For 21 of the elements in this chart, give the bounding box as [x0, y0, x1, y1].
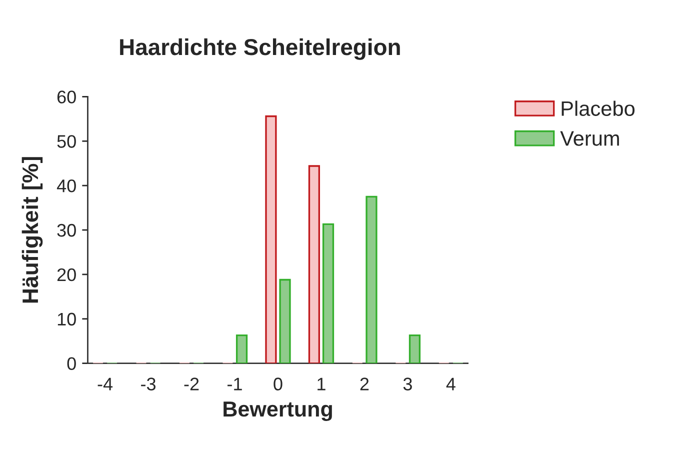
chart-title: Haardichte Scheitelregion	[120, 38, 400, 60]
legend-label: Verum	[560, 131, 619, 146]
x-tick-label: -2	[184, 378, 199, 390]
y-tick-label: 0	[67, 357, 76, 370]
x-tick-label: 0	[274, 378, 282, 390]
y-tick-label: 50	[57, 135, 76, 148]
x-tick-label: 1	[318, 378, 326, 390]
y-tick-label: 60	[57, 90, 76, 104]
y-axis-title: Häufigkeit [%]	[22, 157, 43, 303]
y-tick-label: 10	[58, 312, 76, 326]
y-tick-label: 20	[57, 268, 76, 282]
x-tick-label: -1	[228, 378, 242, 390]
x-tick-label: -4	[98, 378, 113, 390]
x-axis-title: Bewertung	[224, 402, 332, 422]
y-tick-label: 30	[57, 224, 76, 237]
y-tick-label: 40	[56, 179, 76, 192]
x-tick-label: -3	[141, 378, 156, 390]
x-tick-label: 3	[403, 378, 412, 390]
x-tick-label: 4	[446, 378, 456, 390]
x-tick-label: 2	[360, 378, 369, 390]
legend-label: Placebo	[562, 100, 635, 116]
